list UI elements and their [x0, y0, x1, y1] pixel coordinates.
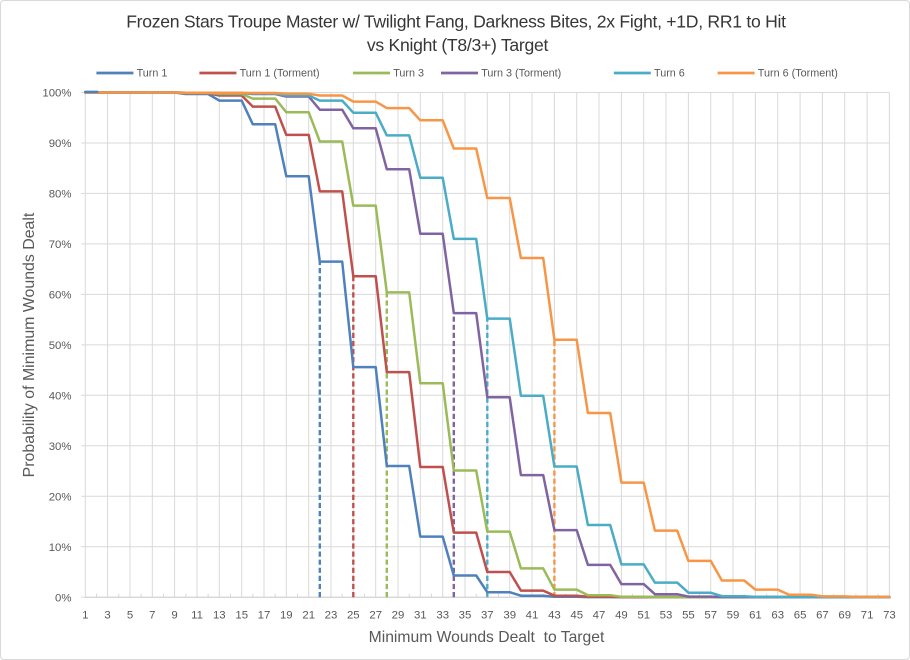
svg-text:53: 53 [660, 610, 673, 622]
svg-text:Frozen Stars Troupe Master w/: Frozen Stars Troupe Master w/ Twilight F… [126, 12, 786, 32]
svg-text:43: 43 [548, 610, 561, 622]
svg-text:47: 47 [593, 610, 606, 622]
svg-text:70%: 70% [49, 239, 72, 251]
svg-text:1: 1 [82, 610, 88, 622]
svg-text:23: 23 [325, 610, 338, 622]
svg-text:Turn 6 (Torment): Turn 6 (Torment) [758, 67, 838, 79]
svg-text:51: 51 [637, 610, 650, 622]
svg-text:25: 25 [347, 610, 360, 622]
svg-text:Turn 1 (Torment): Turn 1 (Torment) [240, 67, 320, 79]
svg-text:3: 3 [104, 610, 110, 622]
svg-text:Probability of Minimum Wounds: Probability of Minimum Wounds Dealt [21, 212, 38, 477]
svg-text:17: 17 [258, 610, 271, 622]
svg-text:37: 37 [481, 610, 494, 622]
svg-text:69: 69 [838, 610, 851, 622]
svg-text:21: 21 [302, 610, 315, 622]
svg-text:Turn 6: Turn 6 [654, 67, 685, 79]
svg-text:Turn 3: Turn 3 [393, 67, 424, 79]
svg-text:13: 13 [213, 610, 226, 622]
svg-text:27: 27 [369, 610, 382, 622]
svg-text:73: 73 [883, 610, 896, 622]
svg-text:41: 41 [526, 610, 539, 622]
svg-text:20%: 20% [49, 492, 72, 504]
svg-text:40%: 40% [49, 391, 72, 403]
svg-text:57: 57 [704, 610, 717, 622]
svg-text:31: 31 [414, 610, 427, 622]
svg-text:55: 55 [682, 610, 695, 622]
svg-text:59: 59 [727, 610, 740, 622]
svg-text:vs Knight (T8/3+) Target: vs Knight (T8/3+) Target [367, 35, 549, 55]
svg-text:30%: 30% [49, 441, 72, 453]
svg-text:29: 29 [392, 610, 405, 622]
svg-text:Turn 1: Turn 1 [137, 67, 168, 79]
svg-text:Minimum Wounds Dealt to Targe: Minimum Wounds Dealt to Target [369, 629, 605, 646]
svg-text:49: 49 [615, 610, 628, 622]
svg-text:15: 15 [235, 610, 248, 622]
svg-text:19: 19 [280, 610, 293, 622]
svg-text:90%: 90% [49, 138, 72, 150]
svg-text:65: 65 [794, 610, 807, 622]
svg-text:71: 71 [861, 610, 874, 622]
svg-text:45: 45 [570, 610, 583, 622]
svg-text:Turn 3 (Torment): Turn 3 (Torment) [481, 67, 561, 79]
svg-text:63: 63 [771, 610, 784, 622]
svg-text:100%: 100% [42, 88, 71, 100]
svg-text:60%: 60% [49, 290, 72, 302]
svg-text:50%: 50% [49, 340, 72, 352]
svg-text:80%: 80% [49, 189, 72, 201]
svg-text:67: 67 [816, 610, 829, 622]
svg-text:11: 11 [191, 610, 203, 622]
svg-text:5: 5 [127, 610, 133, 622]
svg-text:39: 39 [503, 610, 516, 622]
svg-text:9: 9 [171, 610, 177, 622]
svg-text:33: 33 [436, 610, 449, 622]
svg-text:10%: 10% [49, 542, 72, 554]
svg-text:0%: 0% [55, 592, 71, 604]
svg-text:61: 61 [749, 610, 762, 622]
svg-text:7: 7 [149, 610, 155, 622]
svg-text:35: 35 [459, 610, 472, 622]
